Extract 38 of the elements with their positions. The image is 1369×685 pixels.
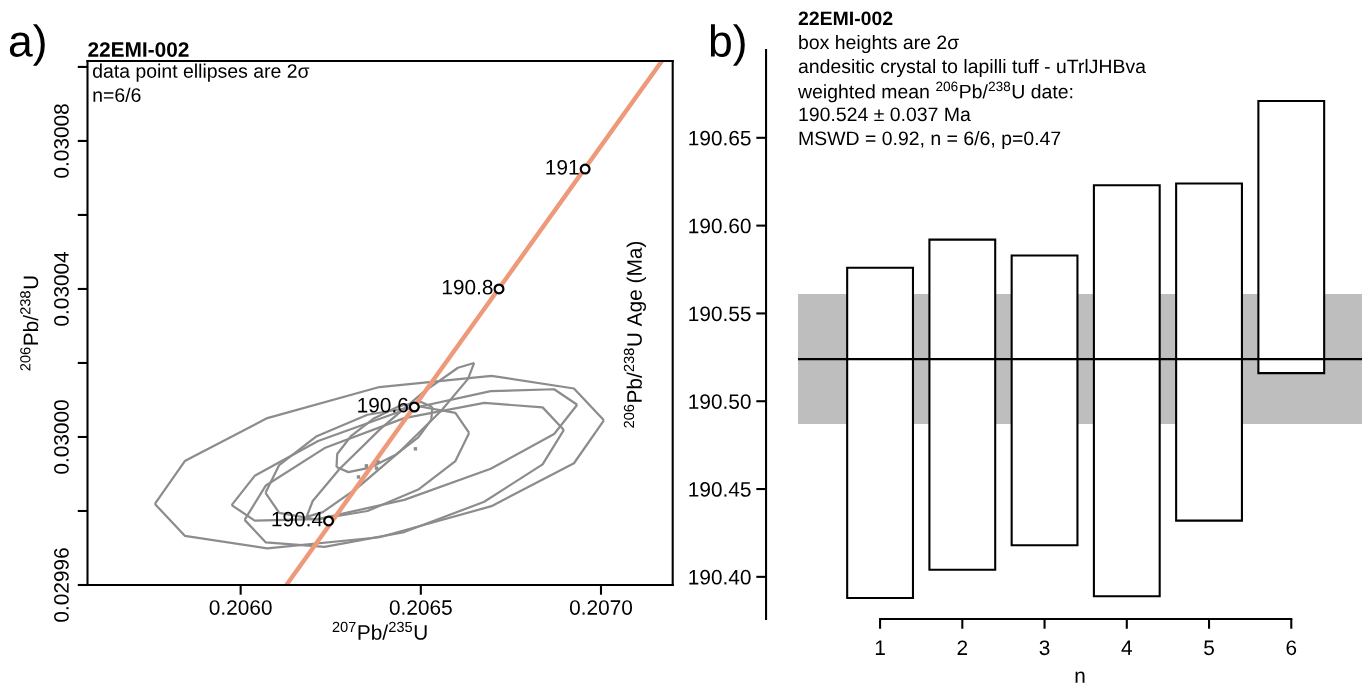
annotation: MSWD = 0.92, n = 6/6, p=0.47 bbox=[799, 130, 1061, 150]
x-tick-label: 2 bbox=[957, 640, 968, 655]
annotation: 190.4 bbox=[272, 511, 323, 527]
y-tick-label: 190.40 bbox=[689, 569, 751, 585]
x-tick-label: 0.2060 bbox=[209, 600, 272, 615]
y-tick-label: 190.45 bbox=[689, 482, 751, 497]
x-axis-title: n bbox=[1075, 671, 1085, 683]
x-tick-label: 4 bbox=[1121, 640, 1132, 655]
text: a) bbox=[9, 24, 45, 66]
annotation: 190.6 bbox=[358, 397, 408, 413]
y-axis-title: $^{206}$Pb/$^{238}$U Age (Ma) bbox=[623, 241, 647, 428]
y-tick-label: 0.03000 bbox=[54, 400, 69, 474]
y-tick-label: 0.03004 bbox=[54, 251, 69, 326]
text: b) bbox=[710, 24, 745, 66]
x-tick-label: 0.2065 bbox=[389, 600, 452, 615]
chart-title: 22EMI-002 bbox=[88, 42, 189, 57]
x-tick-label: 3 bbox=[1039, 640, 1050, 656]
y-tick-label: 0.02996 bbox=[54, 548, 69, 622]
y-tick-label: 190.55 bbox=[689, 306, 751, 322]
y-tick-label: 190.65 bbox=[689, 130, 751, 146]
chart-title: 22EMI-002 bbox=[798, 11, 893, 26]
y-tick-label: 190.60 bbox=[689, 218, 751, 234]
x-tick-label: 5 bbox=[1204, 640, 1214, 656]
annotation: data point ellipses are 2σ bbox=[93, 63, 310, 82]
x-tick-label: 6 bbox=[1286, 640, 1297, 656]
annotation: 191 bbox=[546, 159, 579, 175]
y-axis-title: $^{206}$Pb/$^{238}$U bbox=[20, 276, 39, 371]
y-tick-label: 0.03008 bbox=[54, 104, 69, 178]
annotation: weighted mean $^{206}$Pb/$^{238}$U date: bbox=[797, 81, 1073, 103]
annotation: box heights are 2σ bbox=[799, 34, 959, 54]
y-tick-label: 190.50 bbox=[689, 394, 751, 409]
annotation: 190.524 ± 0.037 Ma bbox=[799, 107, 971, 122]
annotation: 190.8 bbox=[442, 279, 493, 295]
annotation: n=6/6 bbox=[93, 87, 141, 103]
x-axis-title: $^{207}$Pb/$^{235}$U bbox=[332, 621, 427, 640]
x-tick-label: 1 bbox=[875, 640, 885, 655]
x-tick-label: 0.2070 bbox=[569, 600, 633, 615]
annotation: andesitic crystal to lapilli tuff - uTrlJHBva bbox=[798, 58, 1146, 78]
